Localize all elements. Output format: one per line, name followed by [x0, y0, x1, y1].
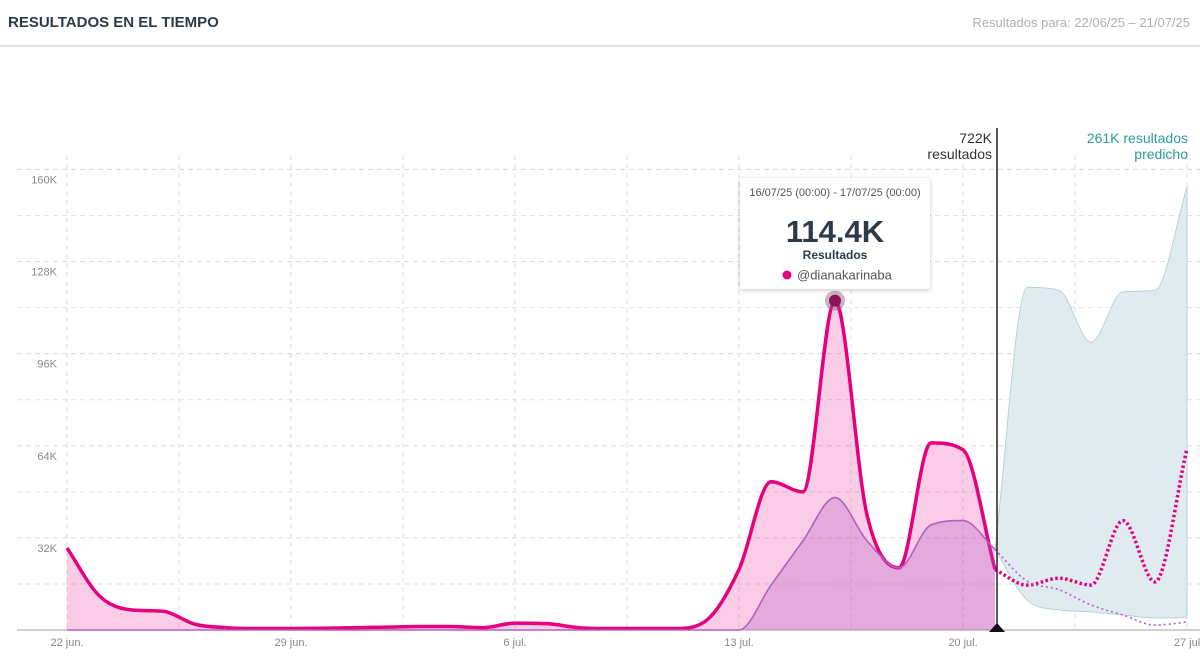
y-tick-label: 128K [31, 267, 57, 279]
tooltip-period: 16/07/25 (00:00) - 17/07/25 (00:00) [749, 187, 920, 199]
tooltip-label: Resultados [803, 248, 868, 262]
annotation: 261K resultados [1087, 130, 1188, 146]
tooltip-series-name: @dianakarinaba [797, 268, 893, 283]
x-tick-label: 29 jun. [274, 637, 307, 649]
annotation: resultados [927, 146, 992, 162]
plot [65, 186, 1189, 631]
x-tick-label: 13 jul. [724, 637, 753, 649]
hover-point [829, 294, 841, 307]
series-area [67, 497, 995, 630]
y-tick-label: 64K [37, 451, 57, 463]
annotation: 722K [959, 130, 992, 146]
tooltip-value: 114.4K [786, 214, 885, 249]
series-line [67, 496, 996, 631]
chart-title: RESULTADOS EN EL TIEMPO [8, 14, 219, 31]
y-tick-label: 160K [31, 174, 57, 186]
tooltip-legend-dot [782, 270, 792, 280]
prediction-line [994, 548, 1188, 626]
x-tick-label: 20 jul. [948, 637, 977, 649]
tooltip-box [740, 178, 930, 289]
prediction-band [994, 186, 1188, 619]
x-tick-label: 27 jul [1174, 637, 1200, 649]
series-line [65, 298, 997, 631]
y-tick-label: 96K [37, 359, 57, 371]
annotation: predicho [1134, 146, 1188, 162]
series-area [67, 300, 995, 630]
divider-marker [989, 623, 1005, 632]
x-tick-label: 22 jun. [50, 637, 83, 649]
x-tick-label: 6 jul. [503, 637, 526, 649]
y-tick-label: 32K [37, 543, 57, 555]
chart-subtitle: Resultados para: 22/06/25 – 21/07/25 [972, 15, 1190, 30]
